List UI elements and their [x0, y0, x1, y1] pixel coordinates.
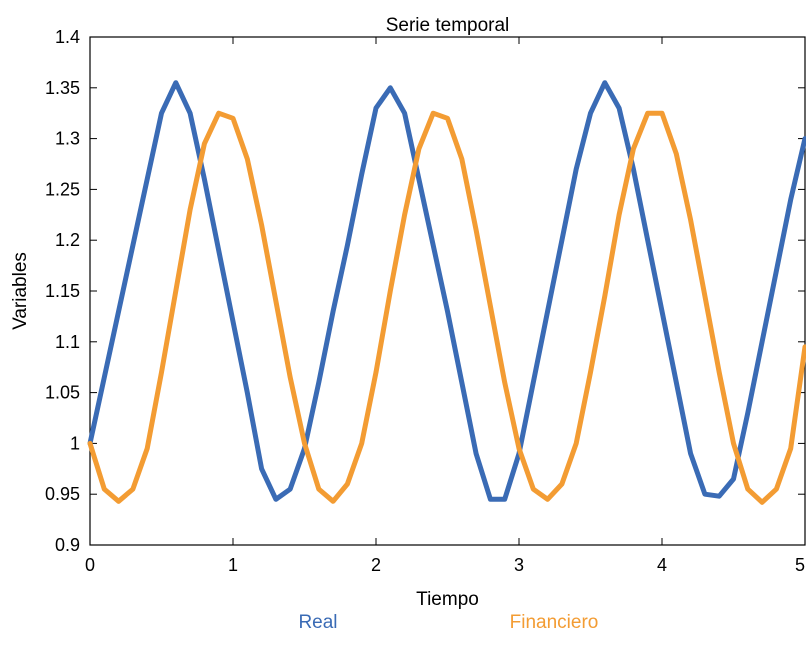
- x-axis-title: Tiempo: [416, 589, 479, 610]
- tick-labels: 0 1 2 3 4 5 0.9 0.95 1 1.05 1.1 1.15 1.2 1.25 1.3 1.35 1…: [45, 27, 805, 575]
- x-tick-label: 1: [228, 555, 238, 575]
- chart-title: Serie temporal: [386, 15, 510, 36]
- legend: Real Financiero: [298, 612, 598, 633]
- legend-label-financiero: Financiero: [510, 612, 599, 633]
- series-line-financiero: [87, 110, 806, 505]
- y-tick-label: 1.3: [55, 129, 80, 149]
- y-tick-label: 1: [70, 433, 80, 453]
- x-tick-label: 0: [85, 555, 95, 575]
- x-tick-label: 4: [657, 555, 667, 575]
- y-tick-label: 1.35: [45, 78, 80, 98]
- y-tick-label: 1.2: [55, 230, 80, 250]
- x-tick-label: 3: [514, 555, 524, 575]
- x-tick-label: 2: [371, 555, 381, 575]
- y-tick-label: 1.05: [45, 383, 80, 403]
- series-line-real: [87, 80, 806, 502]
- y-tick-label: 0.9: [55, 535, 80, 555]
- y-tick-label: 0.95: [45, 484, 80, 504]
- legend-label-real: Real: [298, 612, 337, 633]
- y-tick-label: 1.15: [45, 281, 80, 301]
- x-tick-label: 5: [795, 555, 805, 575]
- y-axis-title: Variables: [10, 252, 31, 330]
- y-tick-label: 1.1: [55, 332, 80, 352]
- y-tick-label: 1.25: [45, 179, 80, 199]
- series-layer: [87, 80, 806, 505]
- y-tick-label: 1.4: [55, 27, 80, 47]
